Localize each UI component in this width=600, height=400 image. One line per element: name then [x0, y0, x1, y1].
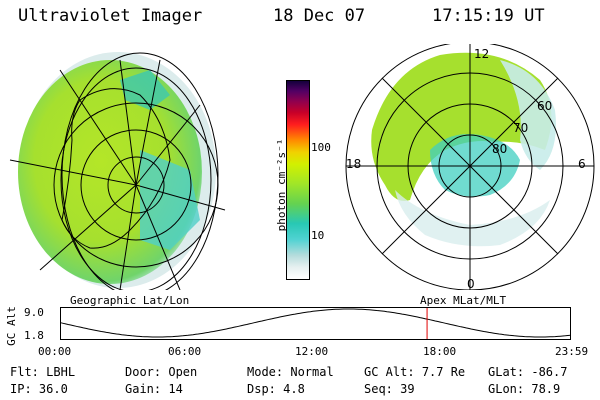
info-filter: Flt: LBHL	[10, 365, 76, 379]
info-gc-alt: GC Alt: 7.7 Re	[364, 365, 466, 379]
colorbar-tick-100: 100	[311, 141, 331, 154]
magnetic-polar-panel: 12 18 6 0 60 70 80	[345, 44, 595, 290]
x-tick-0600: 06:00	[168, 345, 202, 358]
x-tick-1800: 18:00	[423, 345, 457, 358]
info-dsp: Dsp: 4.8	[247, 382, 305, 396]
coastline	[61, 88, 171, 249]
mlat-label-80: 80	[492, 142, 507, 156]
mlat-label-60: 60	[537, 99, 552, 113]
x-tick-1200: 12:00	[295, 345, 329, 358]
header-time: 17:15:19 UT	[432, 6, 545, 26]
x-tick-0000: 00:00	[38, 345, 72, 358]
colorbar-tick-10: 10	[311, 229, 325, 242]
header-date: 18 Dec 07	[273, 6, 366, 26]
mlat-mlt-grid	[345, 44, 595, 290]
right-panel-label: Apex MLat/MLT	[420, 294, 507, 307]
info-ip: IP: 36.0	[10, 382, 68, 396]
info-gain: Gain: 14	[125, 382, 183, 396]
geographic-image-panel	[9, 52, 226, 290]
altitude-curve	[60, 308, 571, 338]
colorbar	[286, 80, 310, 280]
x-tick-2359: 23:59	[555, 345, 589, 358]
lat-lon-grid	[9, 52, 226, 290]
mlt-label-6: 6	[578, 157, 586, 171]
mlt-label-0: 0	[467, 277, 475, 290]
info-glon: GLon: 78.9	[488, 382, 561, 396]
info-mode: Mode: Normal	[247, 365, 334, 379]
instrument-title: Ultraviolet Imager	[18, 6, 203, 26]
mlat-label-70: 70	[513, 121, 528, 135]
altitude-ylabel: GC Alt	[5, 306, 18, 346]
mlt-label-12: 12	[474, 47, 489, 61]
altitude-ytick-high: 9.0	[24, 306, 44, 319]
mlt-label-18: 18	[346, 157, 361, 171]
altitude-plot	[60, 307, 571, 340]
info-seq: Seq: 39	[364, 382, 415, 396]
colorbar-unit-label: photon cm⁻²s⁻¹	[275, 138, 288, 232]
info-glat: GLat: -86.7	[488, 365, 568, 379]
left-panel-label: Geographic Lat/Lon	[70, 294, 190, 307]
info-door: Door: Open	[125, 365, 198, 379]
altitude-ytick-low: 1.8	[24, 329, 44, 342]
